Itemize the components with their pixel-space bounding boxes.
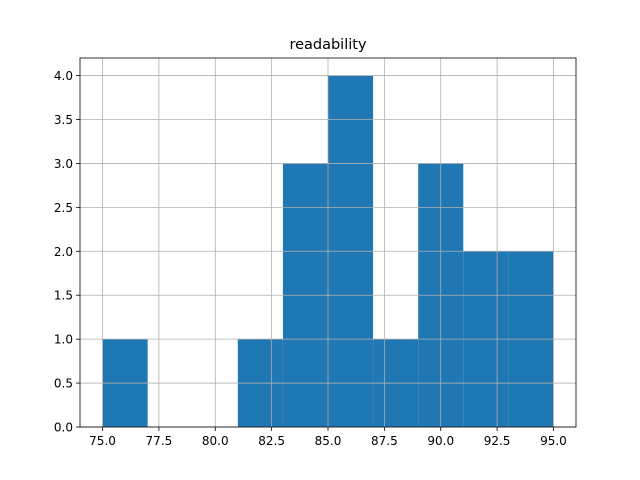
x-tick-label: 92.5 <box>484 434 511 448</box>
x-tick-label: 75.0 <box>89 434 116 448</box>
x-tick-label: 82.5 <box>258 434 285 448</box>
y-tick-label: 0.5 <box>54 377 73 391</box>
x-tick-label: 77.5 <box>146 434 173 448</box>
y-tick-label: 1.0 <box>54 333 73 347</box>
y-tick-label: 0.0 <box>54 421 73 435</box>
x-tick-label: 90.0 <box>427 434 454 448</box>
x-tick-label: 87.5 <box>371 434 398 448</box>
y-tick-label: 3.5 <box>54 113 73 127</box>
y-tick-label: 4.0 <box>54 69 73 83</box>
chart-title: readability <box>289 37 367 53</box>
y-tick-label: 2.0 <box>54 245 73 259</box>
axis-ticks: 75.0 77.5 80.0 82.5 85.0 87.5 90.0 92.5 95.0 0.0 0… <box>54 69 567 448</box>
x-tick-label: 95.0 <box>540 434 567 448</box>
x-tick-label: 80.0 <box>202 434 229 448</box>
x-tick-label: 85.0 <box>315 434 342 448</box>
grid-lines <box>80 58 576 428</box>
y-tick-label: 2.5 <box>54 201 73 215</box>
y-tick-label: 3.0 <box>54 157 73 171</box>
y-tick-label: 1.5 <box>54 289 73 303</box>
